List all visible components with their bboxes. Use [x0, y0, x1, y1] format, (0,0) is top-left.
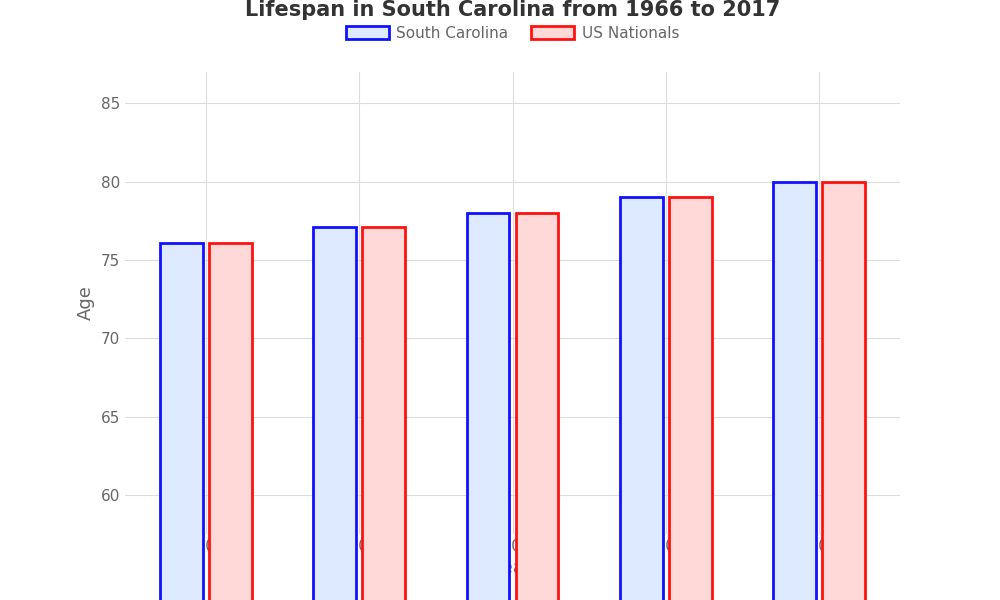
Bar [160, 243, 203, 600]
Bar [313, 227, 356, 600]
Legend: South Carolina, US Nationals: South Carolina, US Nationals [340, 20, 685, 47]
Bar [516, 213, 558, 600]
Bar [620, 197, 663, 600]
Bar [467, 213, 509, 600]
Bar [362, 227, 405, 600]
Title: Lifespan in South Carolina from 1966 to 2017: Lifespan in South Carolina from 1966 to … [245, 1, 780, 20]
Bar [209, 243, 252, 600]
X-axis label: Year: Year [493, 559, 532, 577]
Y-axis label: Age: Age [77, 286, 95, 320]
Bar [822, 182, 865, 600]
Bar [669, 197, 712, 600]
Bar [773, 182, 816, 600]
